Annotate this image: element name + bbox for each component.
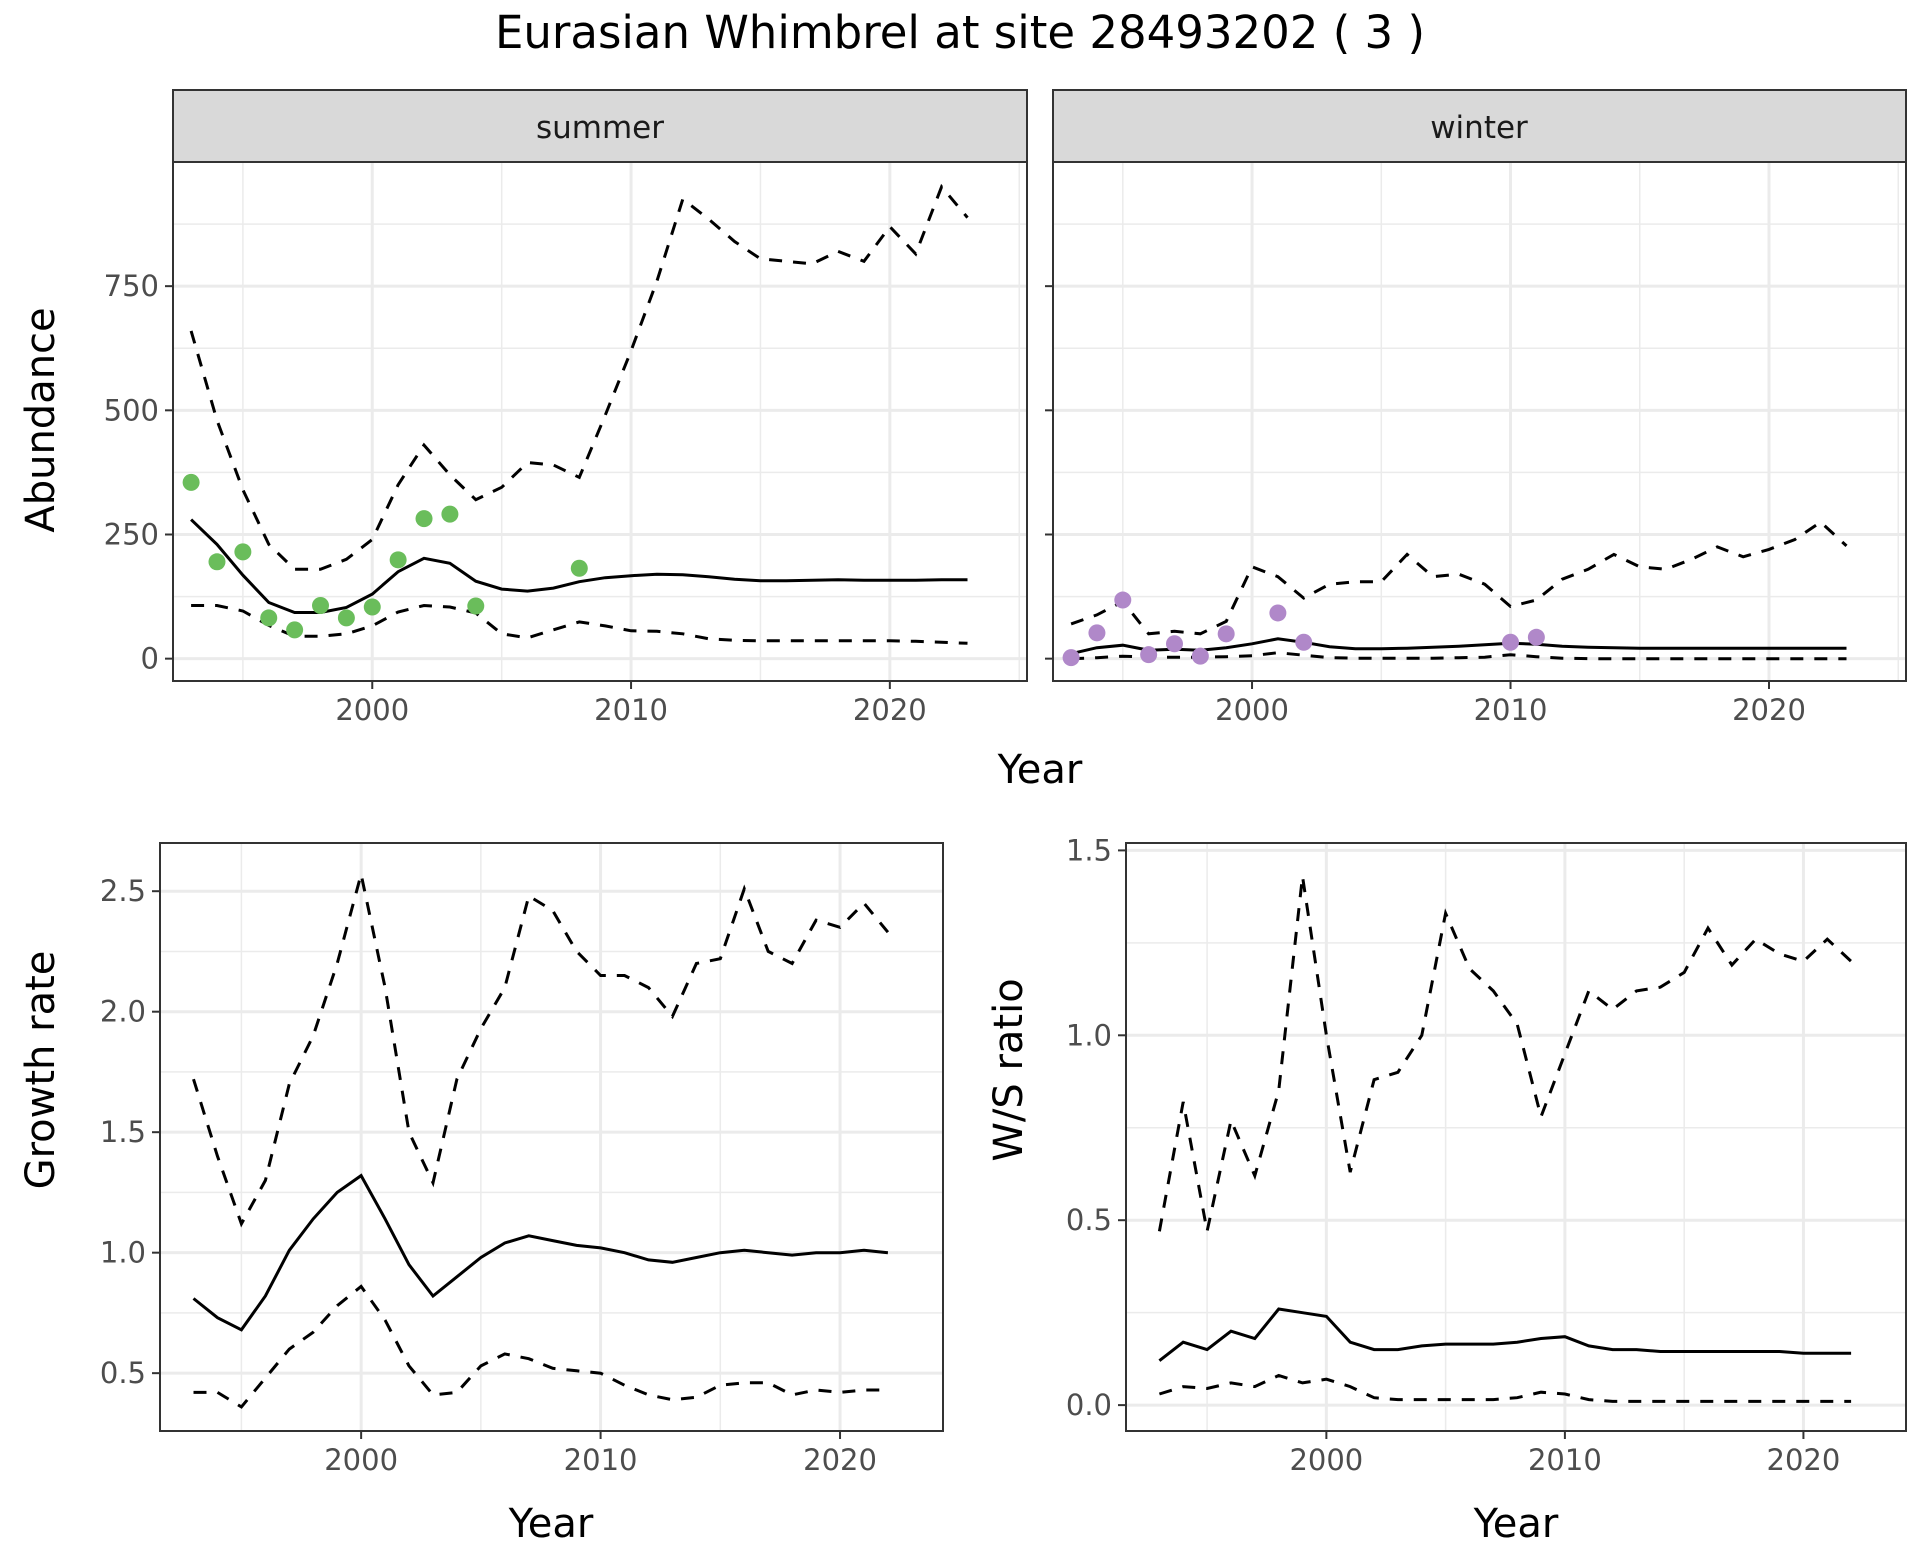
winter-data-point <box>1140 646 1158 664</box>
summer-data-point <box>389 551 407 569</box>
growth-rate-y-tick-label: 1.5 <box>100 1115 146 1149</box>
growth-rate-y-tick-label: 1.0 <box>100 1236 146 1270</box>
growth-rate-x-tick-label: 2020 <box>803 1443 877 1477</box>
ws-ratio-y-tick-label: 1.5 <box>1066 833 1112 867</box>
winter-data-point <box>1527 628 1545 646</box>
y-axis-title-ws-ratio: W/S ratio <box>986 978 1032 1161</box>
growth-rate-panel-background <box>160 843 943 1431</box>
growth-rate-x-tick-label: 2010 <box>564 1443 638 1477</box>
summer-data-point <box>234 543 252 561</box>
chart-title: Eurasian Whimbrel at site 28493202 ( 3 ) <box>495 6 1425 59</box>
winter-data-point <box>1114 591 1132 609</box>
summer-x-tick-label: 2010 <box>594 693 668 727</box>
ws-ratio-panel-background <box>1126 843 1906 1431</box>
ws-ratio-x-tick-label: 2020 <box>1767 1443 1841 1477</box>
ws-ratio-y-tick-label: 0.5 <box>1066 1203 1112 1237</box>
summer-data-point <box>182 473 200 491</box>
panel-winter: winter 2000 2010 2020 <box>1045 89 1907 727</box>
growth-rate-y-tick-label: 0.5 <box>100 1356 146 1390</box>
strip-summer <box>172 89 1028 163</box>
growth-rate-line-lower <box>193 1284 888 1409</box>
ws-ratio-y-tick-label: 0.0 <box>1066 1388 1112 1422</box>
summer-data-point <box>415 510 433 528</box>
growth-rate-panel-border <box>159 842 944 1432</box>
growth-rate-y-tick-label: 2.0 <box>100 995 146 1029</box>
summer-data-point <box>312 597 330 615</box>
plot-area-winter: 2000 2010 2020 <box>1045 161 1907 727</box>
x-axis-title-abundance: Year <box>997 747 1083 793</box>
summer-data-point <box>570 559 588 577</box>
growth-rate-line-estimate <box>192 1173 889 1332</box>
growth-rate-line-upper <box>192 873 890 1228</box>
summer-panel-border <box>172 161 1028 682</box>
summer-x-tick-label: 2020 <box>853 693 927 727</box>
growth-rate-x-tick-label: 2000 <box>324 1443 398 1477</box>
x-axis-title-ws-ratio: Year <box>1473 1501 1559 1547</box>
summer-y-tick-label: 750 <box>104 269 159 303</box>
summer-line-lower <box>191 603 968 645</box>
winter-data-point <box>1269 604 1287 622</box>
plot-area-ws-ratio: 2000 2010 2020 0.0 0.5 1.0 1.5 <box>1066 833 1907 1477</box>
summer-panel-background <box>173 162 1027 681</box>
winter-panel-border <box>1052 161 1907 682</box>
strip-label-summer: summer <box>536 110 664 146</box>
summer-data-point <box>260 609 278 627</box>
strip-winter <box>1052 89 1907 163</box>
strip-label-winter: winter <box>1430 110 1528 146</box>
summer-data-point <box>467 597 485 615</box>
winter-data-point <box>1088 624 1106 642</box>
ws-ratio-y-tick-label: 1.0 <box>1066 1018 1112 1052</box>
summer-data-point <box>337 609 355 627</box>
panel-summer: summer 2000 2010 2020 0 250 500 750 Abundance <box>18 89 1028 727</box>
summer-y-tick-label: 0 <box>141 642 159 676</box>
panel-ws-ratio: 2000 2010 2020 0.0 0.5 1.0 1.5 W/S ratio Year <box>986 833 1907 1547</box>
summer-data-point <box>363 598 381 616</box>
winter-data-point <box>1295 633 1313 651</box>
plot-area-growth-rate: 2000 2010 2020 0.5 1.0 1.5 2.0 2.5 <box>100 842 944 1477</box>
winter-x-tick-label: 2010 <box>1474 693 1548 727</box>
winter-x-tick-label: 2020 <box>1732 693 1806 727</box>
x-axis-title-growth-rate: Year <box>508 1501 594 1547</box>
winter-x-tick-label: 2000 <box>1215 693 1289 727</box>
winter-data-point <box>1502 633 1520 651</box>
winter-line-upper <box>1070 520 1848 636</box>
ws-ratio-line-upper <box>1157 876 1853 1232</box>
ws-ratio-x-tick-label: 2010 <box>1528 1443 1602 1477</box>
winter-data-point <box>1191 647 1209 665</box>
summer-data-point <box>208 553 226 571</box>
winter-data-point <box>1062 649 1080 667</box>
summer-data-point <box>441 505 459 523</box>
ws-ratio-line-estimate <box>1158 1307 1852 1362</box>
summer-data-point <box>286 621 304 639</box>
y-axis-title-growth-rate: Growth rate <box>18 951 64 1190</box>
ws-ratio-x-tick-label: 2000 <box>1289 1443 1363 1477</box>
ws-ratio-line-lower <box>1158 1373 1852 1403</box>
winter-panel-background <box>1053 162 1906 681</box>
winter-data-point <box>1165 635 1183 653</box>
summer-y-tick-label: 250 <box>104 517 159 551</box>
winter-data-point <box>1217 625 1235 643</box>
summer-y-tick-label: 500 <box>104 393 159 427</box>
growth-rate-y-tick-label: 2.5 <box>100 874 146 908</box>
y-axis-title-abundance: Abundance <box>18 307 64 532</box>
plot-area-summer: 2000 2010 2020 0 250 500 750 <box>104 161 1028 727</box>
ws-ratio-panel-border <box>1125 842 1907 1432</box>
summer-line-upper <box>189 183 969 571</box>
summer-x-tick-label: 2000 <box>335 693 409 727</box>
